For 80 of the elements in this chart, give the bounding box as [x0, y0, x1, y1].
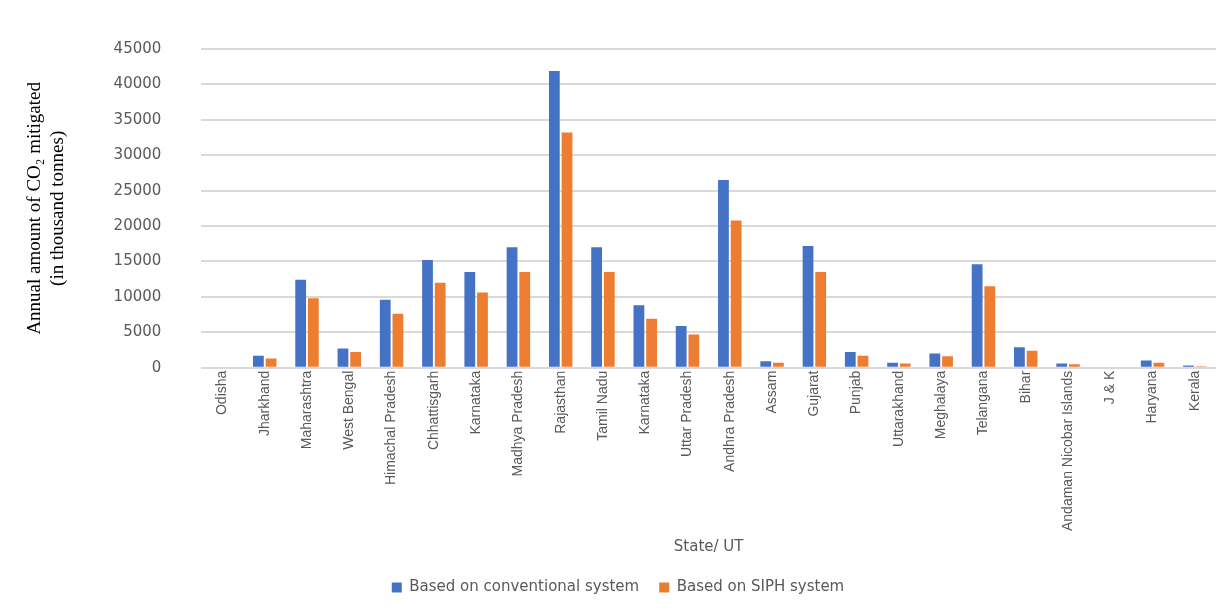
x-tick-label: Chhattisgarh	[424, 370, 441, 451]
y-tick-label: 15000	[113, 251, 162, 270]
x-tick-label: Karnataka	[636, 370, 653, 435]
bar	[1068, 364, 1080, 367]
bar	[561, 132, 573, 367]
x-tick-label: Jharkhand	[255, 370, 272, 437]
legend-label: Based on SIPH system	[676, 577, 845, 596]
bar	[477, 292, 488, 367]
x-tick-label: Tamil Nadu	[593, 370, 610, 441]
x-tick-label: Maharashtra	[297, 370, 314, 450]
y-tick-label: 30000	[113, 145, 162, 164]
bar	[1014, 347, 1025, 367]
bar	[899, 363, 911, 367]
bar	[844, 352, 856, 367]
x-tick-label: Kerala	[1185, 370, 1202, 412]
bar	[718, 180, 729, 367]
bar	[464, 272, 476, 367]
bar	[942, 356, 953, 367]
bar	[506, 247, 518, 367]
bar	[760, 361, 772, 367]
y-tick-label: 25000	[113, 180, 162, 199]
x-tick-label: J & K	[1101, 370, 1118, 405]
x-tick-label: Andhra Pradesh	[720, 370, 737, 472]
bar	[591, 247, 603, 367]
bar	[434, 282, 446, 367]
bar	[265, 358, 277, 367]
x-tick-label: Telangana	[974, 370, 991, 436]
x-tick-label: Karnataka	[466, 370, 483, 435]
bar	[1153, 362, 1165, 367]
bar	[519, 272, 531, 367]
bar	[603, 272, 615, 367]
bar	[350, 352, 362, 367]
bar	[984, 286, 996, 367]
x-tick-label: Punjab	[847, 370, 864, 415]
bar	[815, 272, 827, 367]
y-axis-title: Annual amount of CO₂ mitigated (in thousand tonnes)	[23, 81, 69, 335]
bar	[633, 305, 645, 367]
x-tick-label: Haryana	[1143, 370, 1160, 424]
bar	[929, 353, 941, 367]
y-tick-label: 20000	[113, 215, 162, 234]
bar	[392, 313, 404, 367]
y-tick-label: 40000	[113, 74, 162, 93]
bar	[971, 264, 983, 367]
bar	[857, 355, 869, 367]
bar	[307, 298, 319, 367]
bar	[773, 362, 784, 367]
bar	[379, 299, 391, 367]
y-tick-label: 35000	[113, 109, 162, 128]
y-tick-label: 10000	[113, 286, 162, 305]
bar	[295, 279, 307, 367]
bar	[802, 245, 814, 367]
x-tick-label: Uttarakhand	[889, 370, 906, 447]
bar	[1026, 350, 1038, 367]
x-tick-label: Uttar Pradesh	[678, 370, 695, 458]
y-tick-label: 0	[151, 357, 162, 376]
x-tick-label: Madhya Pradesh	[509, 370, 526, 477]
y-tick-label: 45000	[113, 38, 162, 57]
x-tick-label: Gujarat	[805, 370, 822, 417]
bar	[548, 70, 560, 367]
x-tick-label: Andaman Nicobar Islands	[1058, 370, 1075, 531]
x-tick-label: West Bengal	[340, 370, 357, 450]
bar	[1140, 360, 1152, 367]
y-tick-label: 5000	[123, 322, 162, 341]
bar	[730, 220, 742, 367]
bar	[646, 318, 657, 367]
x-tick-label: Himachal Pradesh	[382, 370, 399, 486]
bar	[1056, 363, 1068, 367]
bar	[887, 362, 898, 367]
x-tick-label: Meghalaya	[932, 370, 949, 440]
bar	[688, 334, 700, 367]
x-tick-label: Bihar	[1016, 370, 1033, 404]
x-tick-label: Assam	[762, 370, 779, 414]
legend-label: Based on conventional system	[409, 577, 640, 596]
x-tick-label: Odisha	[213, 370, 230, 416]
x-tick-label: Rajasthan	[551, 370, 568, 434]
bar	[337, 348, 349, 367]
x-axis-title: State/ UT	[673, 536, 745, 555]
bar	[675, 325, 687, 367]
bar	[422, 260, 433, 367]
bar	[253, 355, 264, 367]
